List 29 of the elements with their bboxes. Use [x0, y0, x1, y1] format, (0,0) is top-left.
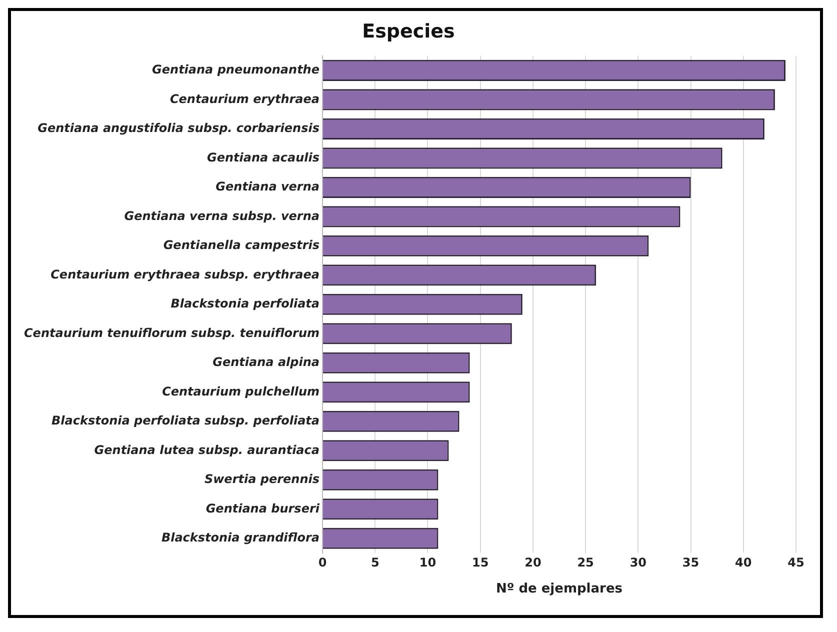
y-tick-label: Gentianella campestris [163, 238, 320, 252]
x-axis-title: Nº de ejemplares [496, 582, 623, 597]
y-tick-label: Gentiana verna [216, 180, 320, 194]
y-tick-label: Gentiana angustifolia subsp. corbariensis [38, 121, 320, 136]
x-tick-label: 40 [735, 555, 752, 570]
y-tick-label: Blackstonia perfoliata [170, 296, 320, 311]
x-tick-label: 5 [370, 555, 380, 570]
x-tick-label: 30 [630, 555, 647, 570]
y-tick-label: Blackstonia perfoliata subsp. perfoliata [52, 414, 320, 428]
y-tick-label: Gentiana burseri [206, 501, 320, 516]
y-tick-label: Gentiana verna subsp. verna [124, 208, 320, 223]
x-tick-label: 10 [419, 555, 436, 570]
y-tick-label: Gentiana pneumonanthe [152, 62, 320, 77]
x-tick-label: 20 [524, 555, 542, 570]
x-tick-label: 0 [318, 555, 327, 570]
y-tick-label: Centaurium pulchellum [162, 384, 320, 398]
x-tick-label: 15 [472, 555, 489, 570]
y-tick-label: Centaurium tenuiflorum subsp. tenuiflorum [24, 326, 320, 340]
y-tick-label: Centaurium erythraea [170, 92, 320, 106]
y-tick-label: Gentiana lutea subsp. aurantiaca [94, 442, 320, 457]
y-tick-label: Gentiana acaulis [206, 150, 320, 164]
y-tick-label: Swertia perennis [204, 472, 320, 486]
x-tick-label: 35 [682, 555, 700, 570]
x-tick-label: 25 [577, 555, 594, 570]
y-tick-label: Blackstonia grandiflora [161, 530, 320, 544]
chart-title: Especies [362, 20, 455, 42]
y-tick-label: Centaurium erythraea subsp. erythraea [50, 267, 320, 282]
x-tick-label: 45 [788, 555, 804, 570]
y-tick-label: Gentiana alpina [212, 355, 320, 370]
